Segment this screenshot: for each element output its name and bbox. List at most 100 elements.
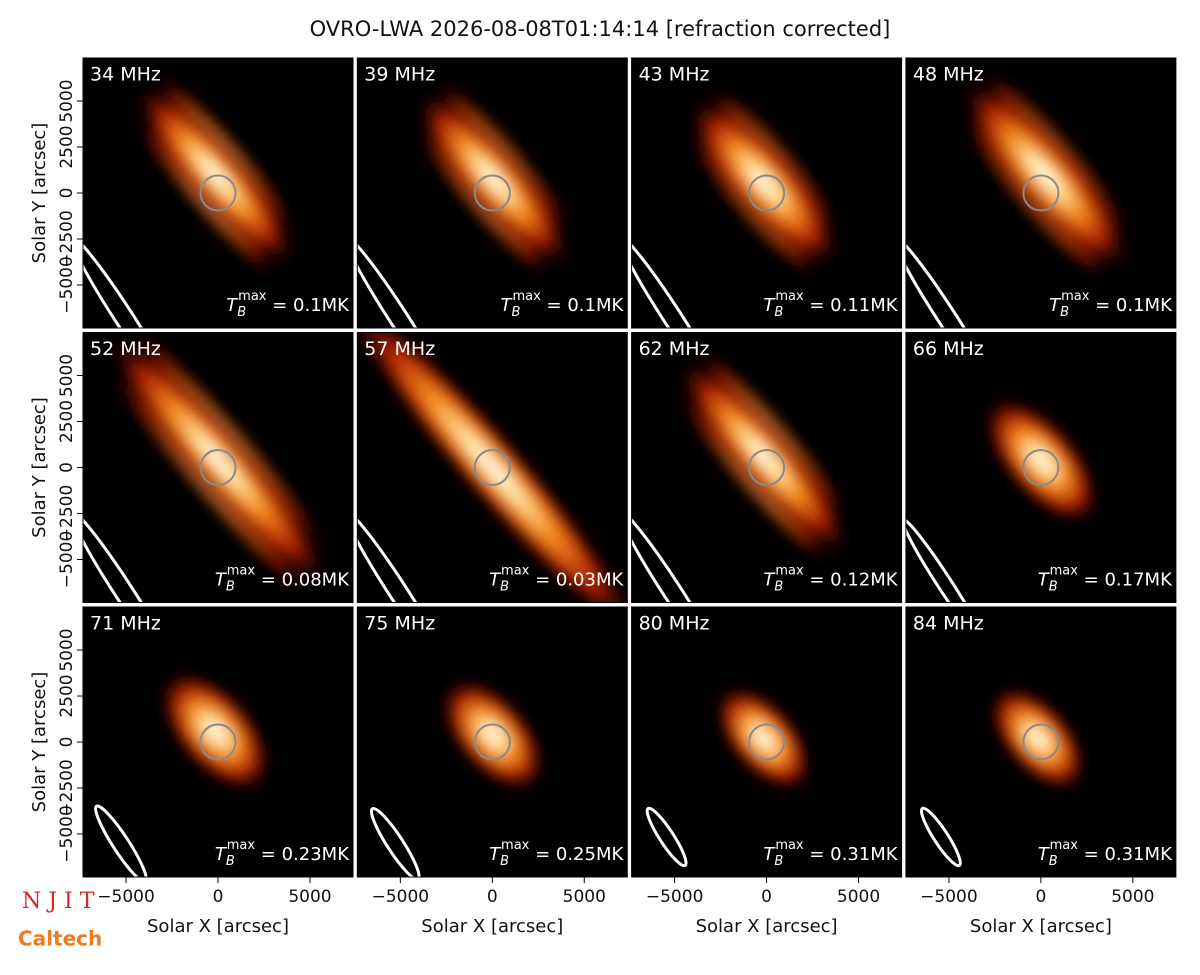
y-tick-label: −2500 — [57, 485, 77, 543]
tb-symbol: T — [489, 844, 502, 865]
tb-symbol: T — [489, 570, 502, 591]
tb-label: TBmax = 0.1MK — [501, 289, 625, 320]
emission — [981, 395, 1102, 526]
tb-sub: B — [774, 305, 783, 320]
freq-label: 80 MHz — [639, 613, 710, 635]
y-tick-label: 2500 — [57, 125, 77, 168]
solar-disk — [199, 449, 237, 486]
tb-label: TBmax = 0.17MK — [1038, 563, 1173, 594]
tb-label: TBmax = 0.03MK — [489, 563, 624, 594]
panel — [357, 58, 628, 328]
logo: N J I T — [22, 889, 95, 914]
tb-sup: max — [238, 289, 267, 304]
x-tick-label: 5000 — [837, 887, 880, 907]
emission-core — [987, 684, 1088, 793]
emission — [713, 684, 814, 793]
freq-label: 71 MHz — [90, 613, 161, 635]
y-axis-label: Solar Y [arcsec] — [29, 672, 50, 813]
tb-symbol: T — [1038, 570, 1051, 591]
panel — [631, 58, 902, 328]
tb-value: = 0.25MK — [529, 844, 624, 865]
emission — [157, 668, 273, 794]
tb-label: TBmax = 0.1MK — [226, 289, 350, 320]
x-tick-label: 0 — [761, 887, 772, 907]
tb-label: TBmax = 0.08MK — [215, 563, 350, 594]
tb-value: = 0.03MK — [529, 570, 624, 591]
y-tick-label: −5000 — [57, 531, 77, 589]
panel — [905, 58, 1176, 328]
x-tick-label: −5000 — [97, 887, 155, 907]
freq-label: 52 MHz — [90, 338, 161, 360]
tb-symbol: T — [501, 295, 514, 316]
solar-disk — [199, 723, 237, 761]
x-axis-label: Solar X [arcsec] — [696, 916, 838, 937]
emission-core — [981, 395, 1102, 526]
panel — [83, 607, 353, 877]
x-tick-label: 0 — [1035, 887, 1046, 907]
x-tick-label: 5000 — [1111, 887, 1154, 907]
panel-frame — [631, 332, 903, 603]
tb-label: TBmax = 0.11MK — [763, 289, 898, 320]
x-tick-label: 0 — [487, 887, 498, 907]
freq-label: 43 MHz — [639, 64, 710, 86]
panel — [631, 607, 902, 877]
tb-sub: B — [500, 579, 509, 594]
x-tick-label: −5000 — [920, 887, 978, 907]
tb-sup: max — [1061, 289, 1090, 304]
panel — [905, 607, 1176, 877]
tb-sub: B — [774, 579, 783, 594]
freq-label: 34 MHz — [90, 64, 161, 86]
tb-sub: B — [1049, 579, 1058, 594]
tb-sub: B — [1060, 305, 1069, 320]
emission-core — [157, 668, 273, 794]
emission-core — [686, 96, 841, 269]
solar-disk — [473, 723, 511, 761]
y-tick-label: 2500 — [57, 674, 77, 717]
tb-symbol: T — [763, 295, 776, 316]
panel — [631, 332, 902, 603]
beam — [357, 509, 452, 603]
solar-disk — [748, 174, 786, 212]
tb-symbol: T — [763, 570, 776, 591]
emission-core — [713, 684, 814, 793]
y-axis-label: Solar Y [arcsec] — [29, 397, 50, 538]
panel-frame — [905, 57, 1177, 329]
freq-label: 39 MHz — [364, 64, 435, 86]
solar-disk — [1022, 174, 1060, 212]
y-tick-label: 0 — [57, 188, 77, 199]
beam — [905, 234, 1000, 328]
tb-value: = 0.1MK — [1089, 295, 1173, 316]
x-axis-label: Solar X [arcsec] — [147, 916, 289, 937]
emission — [357, 332, 628, 603]
y-tick-label: 0 — [57, 462, 77, 473]
freq-label: 48 MHz — [913, 64, 984, 86]
tb-value: = 0.17MK — [1078, 570, 1173, 591]
tb-sup: max — [227, 838, 256, 853]
y-tick-label: −5000 — [57, 256, 77, 314]
tb-sub: B — [1049, 854, 1058, 869]
x-tick-label: 0 — [213, 887, 224, 907]
solar-disk — [748, 449, 786, 486]
tb-sub: B — [774, 854, 783, 869]
logo: Caltech — [18, 927, 102, 951]
emission-core — [675, 356, 853, 557]
tb-sub: B — [500, 854, 509, 869]
x-tick-label: 5000 — [563, 887, 606, 907]
tb-sup: max — [1050, 838, 1079, 853]
y-tick-label: 2500 — [57, 400, 77, 443]
panel-frame — [356, 57, 628, 329]
tb-sub: B — [226, 579, 235, 594]
x-tick-label: 5000 — [288, 887, 331, 907]
panel-frame — [631, 57, 903, 329]
emission — [987, 684, 1088, 793]
panel — [357, 607, 628, 877]
tb-sup: max — [227, 563, 256, 578]
tb-sup: max — [512, 289, 541, 304]
beam — [919, 806, 962, 868]
x-tick-label: −5000 — [646, 887, 704, 907]
tb-label: TBmax = 0.25MK — [489, 838, 624, 869]
freq-label: 57 MHz — [364, 338, 435, 360]
panel — [357, 332, 628, 603]
tb-value: = 0.08MK — [255, 570, 350, 591]
